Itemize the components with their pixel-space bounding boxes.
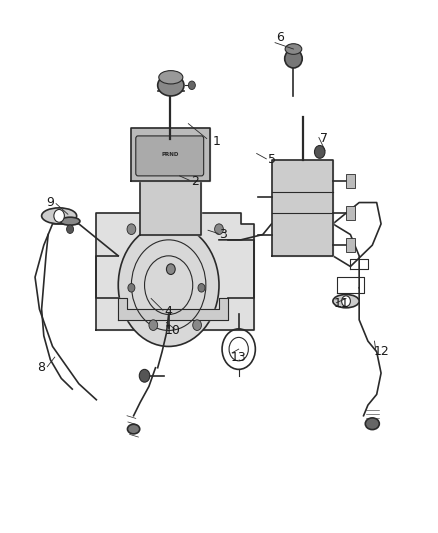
Bar — [346, 206, 355, 220]
Ellipse shape — [333, 294, 359, 308]
Ellipse shape — [365, 418, 379, 430]
Circle shape — [54, 209, 64, 222]
Polygon shape — [96, 213, 254, 330]
Text: 7: 7 — [320, 132, 328, 145]
Ellipse shape — [159, 70, 183, 84]
Circle shape — [67, 225, 74, 233]
Text: 3: 3 — [219, 228, 227, 241]
Circle shape — [149, 320, 158, 330]
Polygon shape — [118, 298, 228, 320]
Text: 6: 6 — [276, 31, 284, 44]
Text: 13: 13 — [231, 351, 247, 364]
Text: 8: 8 — [38, 361, 46, 374]
Circle shape — [118, 224, 219, 346]
Circle shape — [127, 224, 136, 235]
Text: 5: 5 — [268, 154, 276, 166]
Text: 12: 12 — [373, 345, 389, 358]
Circle shape — [193, 320, 201, 330]
Text: PRND: PRND — [161, 152, 179, 157]
Text: 2: 2 — [191, 175, 199, 188]
Ellipse shape — [127, 424, 140, 434]
FancyBboxPatch shape — [136, 136, 204, 176]
Ellipse shape — [60, 217, 80, 225]
Circle shape — [188, 81, 195, 90]
Polygon shape — [131, 128, 210, 181]
Text: 1: 1 — [213, 135, 221, 148]
Text: 9: 9 — [46, 196, 54, 209]
Circle shape — [215, 224, 223, 235]
Circle shape — [198, 284, 205, 292]
Text: 4: 4 — [165, 305, 173, 318]
Circle shape — [342, 296, 350, 306]
Bar — [346, 238, 355, 252]
Ellipse shape — [158, 75, 184, 96]
Polygon shape — [272, 160, 333, 256]
Bar — [346, 174, 355, 188]
Circle shape — [128, 284, 135, 292]
Text: 10: 10 — [165, 324, 181, 337]
Polygon shape — [140, 139, 201, 235]
Circle shape — [166, 264, 175, 274]
Circle shape — [139, 369, 150, 382]
Circle shape — [314, 146, 325, 158]
Ellipse shape — [285, 50, 302, 68]
Text: 11: 11 — [334, 297, 350, 310]
Ellipse shape — [285, 44, 302, 54]
Ellipse shape — [42, 208, 77, 224]
